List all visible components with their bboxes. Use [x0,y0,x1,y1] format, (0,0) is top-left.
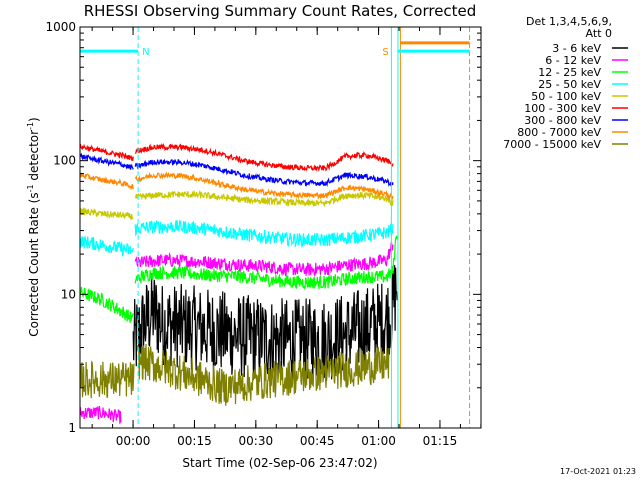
legend-entry-label: 100 - 300 keV [524,102,601,115]
y-tick-label: 10 [61,287,76,301]
x-tick-label: 00:30 [239,434,274,448]
legend-entry-label: 12 - 25 keV [538,66,601,79]
series-line [134,190,394,208]
series-line [79,207,134,220]
legend-entry-label: 300 - 800 keV [524,114,601,127]
plot-frame [79,26,482,429]
y-axis-label-part: detector [27,130,41,185]
legend-entry-label: 3 - 6 keV [552,42,601,55]
legend-header: Det 1,3,4,5,6,9, [526,15,612,28]
series-line [134,171,394,201]
series-line [134,158,394,187]
series-line [79,286,134,323]
series-line [132,265,398,384]
series-line [136,343,390,406]
x-tick-label: 01:15 [423,434,458,448]
y-axis-label-exp: -1 [26,122,35,130]
x-tick-label: 00:15 [177,434,212,448]
y-axis-label-part: Corrected Count Rate (s [27,192,41,336]
legend-header: Att 0 [586,27,612,40]
y-axis-label-part: ) [27,117,41,122]
legend-entry-label: 25 - 50 keV [538,78,601,91]
legend-entry-label: 50 - 100 keV [531,90,601,103]
legend-entry-label: 7000 - 15000 keV [503,138,601,151]
chart-title: RHESSI Observing Summary Count Rates, Co… [84,2,477,20]
annotation-label: S [382,47,388,58]
annotation-label: N [142,47,149,58]
series-line [134,242,394,278]
series-line [79,405,122,424]
series-line [134,219,394,249]
y-axis-label-exp: -1 [26,184,35,192]
y-axis-label: Corrected Count Rate (s-1 detector-1) [26,117,41,336]
y-tick-label: 1000 [45,20,76,34]
legend-entry-label: 800 - 7000 keV [517,126,601,139]
x-axis-label: Start Time (02-Sep-06 23:47:02) [182,456,377,470]
series-line [134,142,394,173]
series-line [79,152,134,170]
series-line [79,143,134,161]
series-line [79,360,135,399]
legend-entry-label: 6 - 12 keV [545,54,601,67]
x-tick-label: 00:00 [116,434,151,448]
series-line [134,235,398,290]
series-line [79,171,134,191]
series-line [79,236,134,258]
footer-timestamp: 17-Oct-2021 01:23 [560,467,636,476]
x-tick-label: 01:00 [361,434,396,448]
x-tick-label: 00:45 [300,434,335,448]
y-tick-label: 1 [68,421,76,435]
y-tick-label: 100 [53,154,76,168]
